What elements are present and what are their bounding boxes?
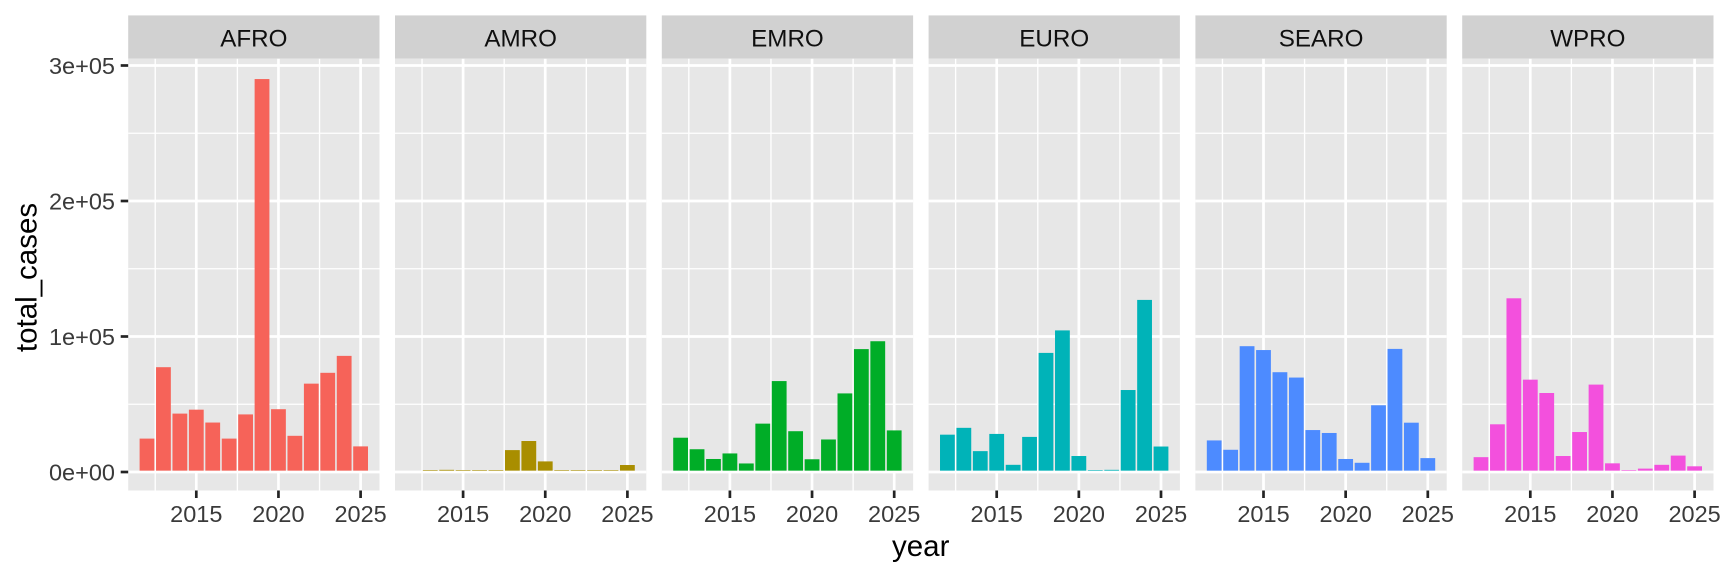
svg-text:year: year [892,530,950,563]
svg-text:2e+05: 2e+05 [49,189,115,215]
svg-text:2015: 2015 [704,501,756,527]
svg-text:EURO: EURO [1019,25,1089,52]
svg-text:EMRO: EMRO [751,25,824,52]
svg-text:2025: 2025 [601,501,653,527]
svg-text:2015: 2015 [1504,501,1556,527]
svg-text:2025: 2025 [334,501,386,527]
svg-text:AFRO: AFRO [220,25,287,52]
svg-text:0e+00: 0e+00 [49,460,115,486]
svg-text:total_cases: total_cases [11,203,44,352]
svg-text:2025: 2025 [1668,501,1720,527]
svg-text:WPRO: WPRO [1550,25,1625,52]
svg-text:2015: 2015 [437,501,489,527]
svg-text:1e+05: 1e+05 [49,324,115,350]
svg-text:2020: 2020 [252,501,304,527]
svg-text:2025: 2025 [1135,501,1187,527]
svg-text:2015: 2015 [1237,501,1289,527]
svg-text:2015: 2015 [971,501,1023,527]
svg-text:2020: 2020 [519,501,571,527]
svg-text:AMRO: AMRO [484,25,557,52]
svg-text:3e+05: 3e+05 [49,53,115,79]
svg-text:2025: 2025 [1402,501,1454,527]
svg-text:2025: 2025 [868,501,920,527]
svg-text:2020: 2020 [1586,501,1638,527]
svg-text:SEARO: SEARO [1279,25,1364,52]
svg-text:2020: 2020 [786,501,838,527]
svg-text:2020: 2020 [1320,501,1372,527]
svg-text:2015: 2015 [170,501,222,527]
svg-text:2020: 2020 [1053,501,1105,527]
